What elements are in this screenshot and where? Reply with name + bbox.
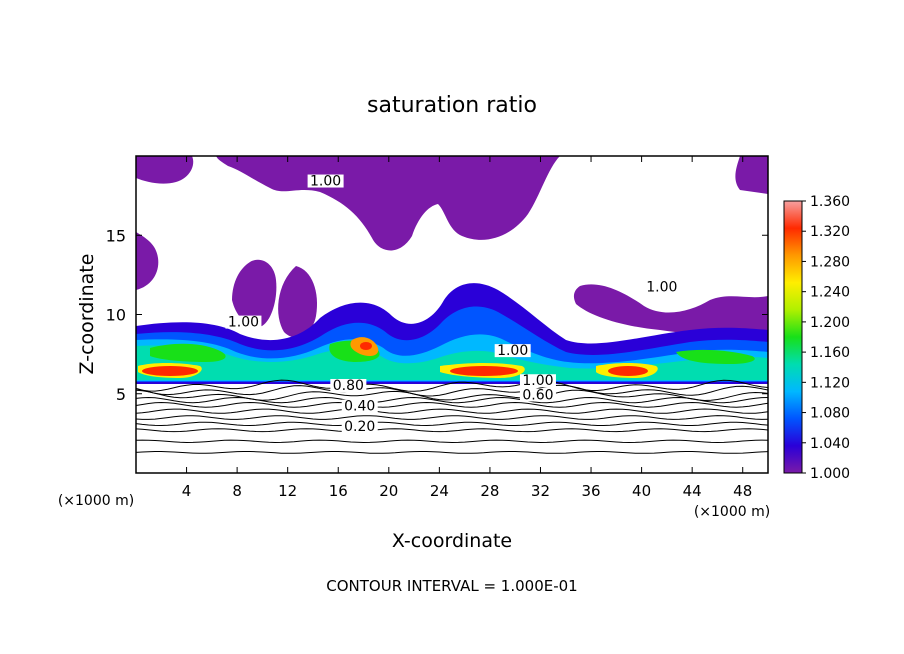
contour-label: 1.00 (522, 373, 553, 389)
contour-label: 1.00 (646, 280, 677, 296)
contour-label: 0.60 (522, 388, 553, 404)
contour-label-bg (519, 374, 556, 388)
contour-label: 0.40 (344, 399, 375, 415)
contour-line (135, 389, 769, 402)
colorbar-label: 1.360 (810, 194, 850, 210)
contour-interval-note: CONTOUR INTERVAL = 1.000E-01 (326, 577, 577, 595)
purple-region-top-mid (216, 156, 560, 251)
x-unit-right: (×1000 m) (694, 504, 770, 520)
contour-label: 1.00 (228, 315, 259, 331)
x-tick-label: 20 (379, 482, 398, 500)
x-axis-label: X-coordinate (392, 530, 512, 552)
x-tick-label: 12 (278, 482, 297, 500)
contour-label: 0.20 (344, 419, 375, 435)
contour-line (135, 408, 769, 414)
purple-region-mid (278, 266, 318, 338)
colorbar: 1.360 1.320 1.280 1.240 1.200 1.160 1.120 1.080… (783, 194, 850, 482)
contour-line (135, 401, 769, 408)
contour-line (135, 384, 769, 397)
contour-line (135, 428, 769, 433)
contour-label-bg (225, 315, 262, 329)
contour-label-bg (307, 174, 344, 188)
x-tick-label: 8 (232, 482, 242, 500)
contour-line (135, 396, 769, 404)
purple-regions (136, 156, 768, 338)
y-axis-ticks: 5 10 15 (106, 226, 768, 404)
contour-label-bg (341, 399, 378, 413)
colorbar-label: 1.200 (810, 315, 850, 331)
contour-label: 1.00 (497, 343, 528, 359)
y-tick-label: 15 (106, 226, 126, 245)
hot-spot-mid (450, 366, 518, 376)
x-tick-label: 24 (430, 482, 449, 500)
contour-label: 0.80 (333, 378, 364, 394)
hot-spot-left (142, 366, 198, 376)
contour-label-bg (330, 378, 367, 392)
contour-label-bg (643, 280, 680, 294)
contour-label-bg (519, 388, 556, 402)
y-tick-label: 10 (106, 306, 126, 325)
colorbar-label: 1.160 (810, 345, 850, 361)
colorbar-label: 1.000 (810, 466, 850, 482)
contour-label-bg (494, 344, 531, 358)
y-tick-label: 5 (116, 385, 126, 404)
x-unit-left: (×1000 m) (58, 493, 134, 509)
hot-spot-right (608, 366, 648, 376)
contour-line (135, 421, 769, 427)
colorbar-gradient (783, 200, 803, 474)
hot-spot-small (360, 342, 372, 350)
colorbar-label: 1.120 (810, 375, 850, 391)
contour-line (135, 439, 769, 444)
x-tick-label: 16 (329, 482, 348, 500)
contour-line (135, 379, 769, 392)
contour-labels: 0.20 0.40 0.60 0.80 1.00 1.00 1.00 1.00 1.00 (225, 174, 680, 435)
x-tick-label: 36 (581, 482, 600, 500)
x-tick-label: 44 (683, 482, 702, 500)
x-tick-label: 40 (632, 482, 651, 500)
colorbar-label: 1.280 (810, 254, 850, 270)
contour-line (135, 451, 769, 454)
purple-region-left-mid (232, 259, 277, 327)
colorbar-label: 1.040 (810, 436, 850, 452)
y-axis-label: Z-coordinate (76, 254, 98, 375)
band-green-right (676, 349, 755, 364)
contour-line (135, 415, 769, 420)
x-tick-label: 32 (531, 482, 550, 500)
x-tick-label: 28 (480, 482, 499, 500)
colorbar-label: 1.080 (810, 406, 850, 422)
purple-region-right-mid (573, 284, 768, 336)
colorbar-label: 1.320 (810, 224, 850, 240)
chart-title: saturation ratio (367, 93, 537, 118)
saturation-band (136, 283, 768, 384)
x-tick-label: 4 (182, 482, 192, 500)
band-green-left (150, 343, 226, 362)
plot-area: 0.20 0.40 0.60 0.80 1.00 1.00 1.00 1.00 1.00 (135, 155, 769, 474)
x-axis-ticks: 4 8 12 16 20 24 28 32 36 40 44 48 (182, 156, 752, 500)
contour-lines (135, 379, 769, 454)
contour-label-bg (341, 420, 378, 434)
contour-label: 1.00 (310, 174, 341, 190)
x-tick-label: 48 (733, 482, 752, 500)
colorbar-label: 1.240 (810, 285, 850, 301)
purple-region-top-right (660, 156, 768, 194)
purple-region-left (136, 232, 159, 290)
purple-region-top-left (136, 156, 194, 184)
